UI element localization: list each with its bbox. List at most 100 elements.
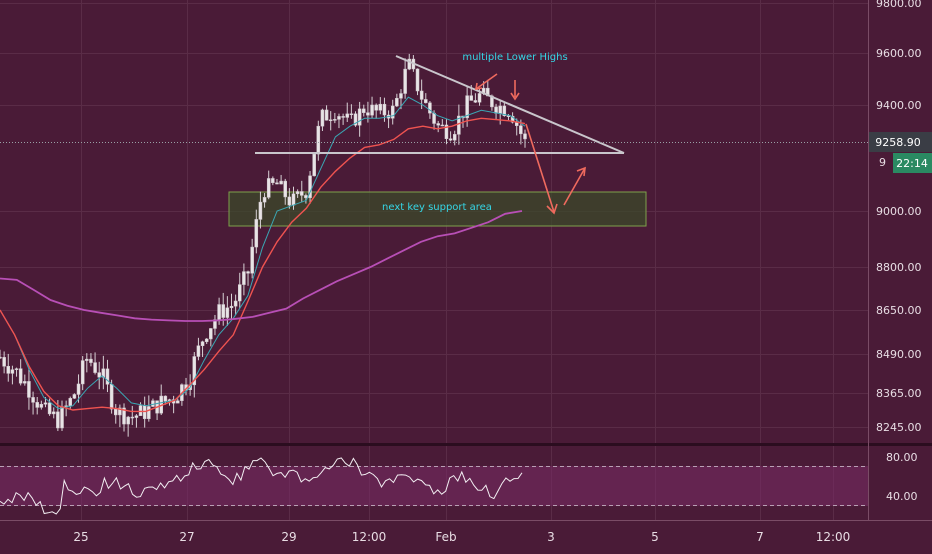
candle-body: [109, 384, 114, 410]
support-annotation[interactable]: next key support area: [382, 202, 492, 213]
candle-body: [436, 123, 440, 126]
candle-body: [444, 124, 449, 139]
price-tick-label: 8245.00: [876, 421, 922, 434]
hidden-price-label: 9: [879, 156, 886, 169]
candle-body: [134, 415, 139, 418]
candle-body: [378, 103, 383, 111]
candle-body: [300, 191, 304, 196]
candle-body: [250, 246, 254, 274]
candle-body: [163, 395, 168, 402]
price-tick-label: 9800.00: [876, 0, 922, 10]
candle-body: [93, 362, 97, 373]
candle-body: [217, 304, 221, 320]
candle-body: [242, 271, 246, 285]
time-tick-label: 5: [651, 530, 659, 544]
price-tick-label: 9000.00: [876, 205, 922, 218]
candle-body: [18, 368, 23, 384]
rsi-lower-label: 40.00: [886, 490, 918, 503]
candle-body: [498, 105, 502, 114]
candle-body: [403, 68, 407, 94]
candle-body: [238, 284, 242, 302]
time-tick-label: 25: [73, 530, 88, 544]
candle-body: [370, 104, 374, 116]
rsi-band: [0, 466, 868, 506]
candle-body: [362, 108, 366, 113]
current-price-label: 9258.90: [875, 136, 921, 149]
candle-body: [407, 58, 412, 70]
candle-body: [469, 95, 474, 101]
countdown-tag: [893, 153, 932, 173]
projection-arrows[interactable]: [475, 73, 586, 215]
moving-average-line[interactable]: [0, 96, 526, 410]
candle-body: [258, 201, 263, 220]
time-tick-label: Feb: [435, 530, 456, 544]
candle-body: [27, 381, 31, 398]
price-tick-label: 8490.00: [876, 348, 922, 361]
candle-body: [271, 178, 275, 184]
candle-body: [213, 319, 217, 329]
candle-body: [415, 68, 420, 92]
candle-body: [204, 338, 209, 342]
candle-body: [51, 411, 56, 415]
candle-body: [275, 182, 279, 185]
descending-trendline[interactable]: [395, 55, 625, 154]
candle-body: [113, 408, 118, 416]
candle-body: [523, 133, 527, 140]
lower-highs-annotation[interactable]: multiple Lower Highs: [462, 52, 567, 63]
candle-body: [337, 116, 341, 120]
candle-body: [312, 153, 316, 177]
support-zone[interactable]: [228, 191, 647, 227]
candle-body: [324, 109, 329, 121]
candle-body: [126, 416, 130, 425]
candle-body: [390, 105, 395, 119]
candle-body: [85, 358, 89, 361]
candle-body: [308, 175, 312, 199]
candle-body: [122, 407, 126, 425]
candle-body: [320, 109, 325, 127]
candle-body: [200, 341, 205, 346]
candle-body: [477, 93, 482, 103]
price-axis[interactable]: 9800.00 9600.00 9400.00 9000.00 8800.00 8650.…: [876, 0, 922, 434]
candle-body: [35, 402, 39, 408]
candle-body: [328, 119, 333, 122]
candle-body: [76, 383, 81, 395]
moving-averages: [0, 96, 526, 413]
time-tick-label: 12:00: [352, 530, 387, 544]
candle-body: [304, 195, 308, 199]
moving-average-line[interactable]: [0, 210, 523, 322]
lower-high-arrowhead-right: [510, 92, 520, 101]
candle-body: [440, 124, 445, 127]
candle-body: [89, 358, 93, 363]
candle-countdown: 22:14: [896, 157, 928, 170]
candle-body: [448, 138, 453, 141]
candle-body: [366, 112, 370, 116]
candle-body: [43, 402, 48, 405]
rsi-line[interactable]: [0, 457, 523, 515]
candle-body: [262, 197, 267, 203]
candle-body: [353, 113, 358, 126]
candle-body: [31, 397, 35, 403]
candle-body: [2, 357, 6, 367]
time-axis[interactable]: 25 27 29 12:00 Feb 3 5 7 12:00: [73, 530, 850, 544]
candle-body: [209, 328, 213, 340]
moving-average-line[interactable]: [0, 117, 526, 413]
candle-body: [176, 400, 180, 404]
candle-body: [399, 93, 403, 99]
candle-body: [291, 193, 296, 206]
candle-body: [283, 180, 287, 198]
candle-body: [72, 394, 77, 399]
candle-body: [0, 356, 2, 359]
price-tick-label: 9400.00: [876, 99, 922, 112]
candle-body: [345, 113, 349, 118]
candle-body: [68, 398, 73, 406]
candle-body: [47, 402, 52, 415]
current-price-tag: [869, 132, 932, 152]
candlesticks: [0, 53, 527, 437]
candle-body: [130, 416, 135, 419]
rsi-upper-label: 80.00: [886, 451, 918, 464]
candle-body: [295, 191, 300, 195]
candle-body: [279, 180, 283, 185]
candle-body: [118, 407, 122, 416]
